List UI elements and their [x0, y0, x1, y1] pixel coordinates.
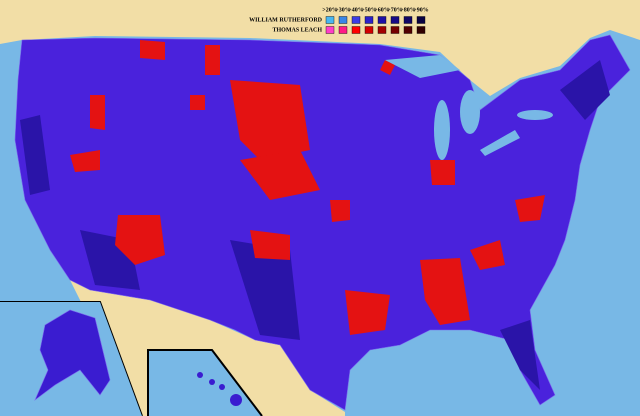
legend-threshold: >50%	[361, 7, 376, 13]
legend: >20%>30%>40%>50%>60%>70%>80%>90% WILLIAM …	[249, 7, 429, 34]
legend-swatch	[338, 26, 348, 34]
mexico	[70, 280, 345, 416]
legend-swatch	[364, 26, 374, 34]
legend-threshold: >60%	[374, 7, 389, 13]
legend-threshold: >90%	[413, 7, 428, 13]
legend-swatch	[351, 16, 361, 24]
legend-candidate: WILLIAM RUTHERFORD	[249, 17, 323, 23]
alaska	[34, 309, 111, 401]
red-regions	[70, 40, 545, 335]
legend-swatch	[403, 16, 413, 24]
canada	[0, 0, 640, 96]
legend-threshold: >20%	[322, 7, 337, 13]
legend-swatch	[390, 26, 400, 34]
legend-swatch	[416, 16, 426, 24]
legend-swatch	[390, 16, 400, 24]
legend-swatch	[416, 26, 426, 34]
legend-swatch	[377, 26, 387, 34]
legend-swatch	[338, 16, 348, 24]
legend-candidate: THOMAS LEACH	[272, 27, 322, 33]
legend-swatch	[364, 16, 374, 24]
hawaii	[197, 372, 242, 406]
great-lakes	[385, 55, 553, 160]
legend-swatch	[325, 16, 335, 24]
legend-threshold: >70%	[387, 7, 402, 13]
legend-swatch	[377, 16, 387, 24]
legend-threshold: >80%	[400, 7, 415, 13]
legend-threshold: >30%	[335, 7, 350, 13]
legend-swatch	[351, 26, 361, 34]
legend-swatch	[325, 26, 335, 34]
legend-swatch	[403, 26, 413, 34]
legend-threshold: >40%	[348, 7, 363, 13]
